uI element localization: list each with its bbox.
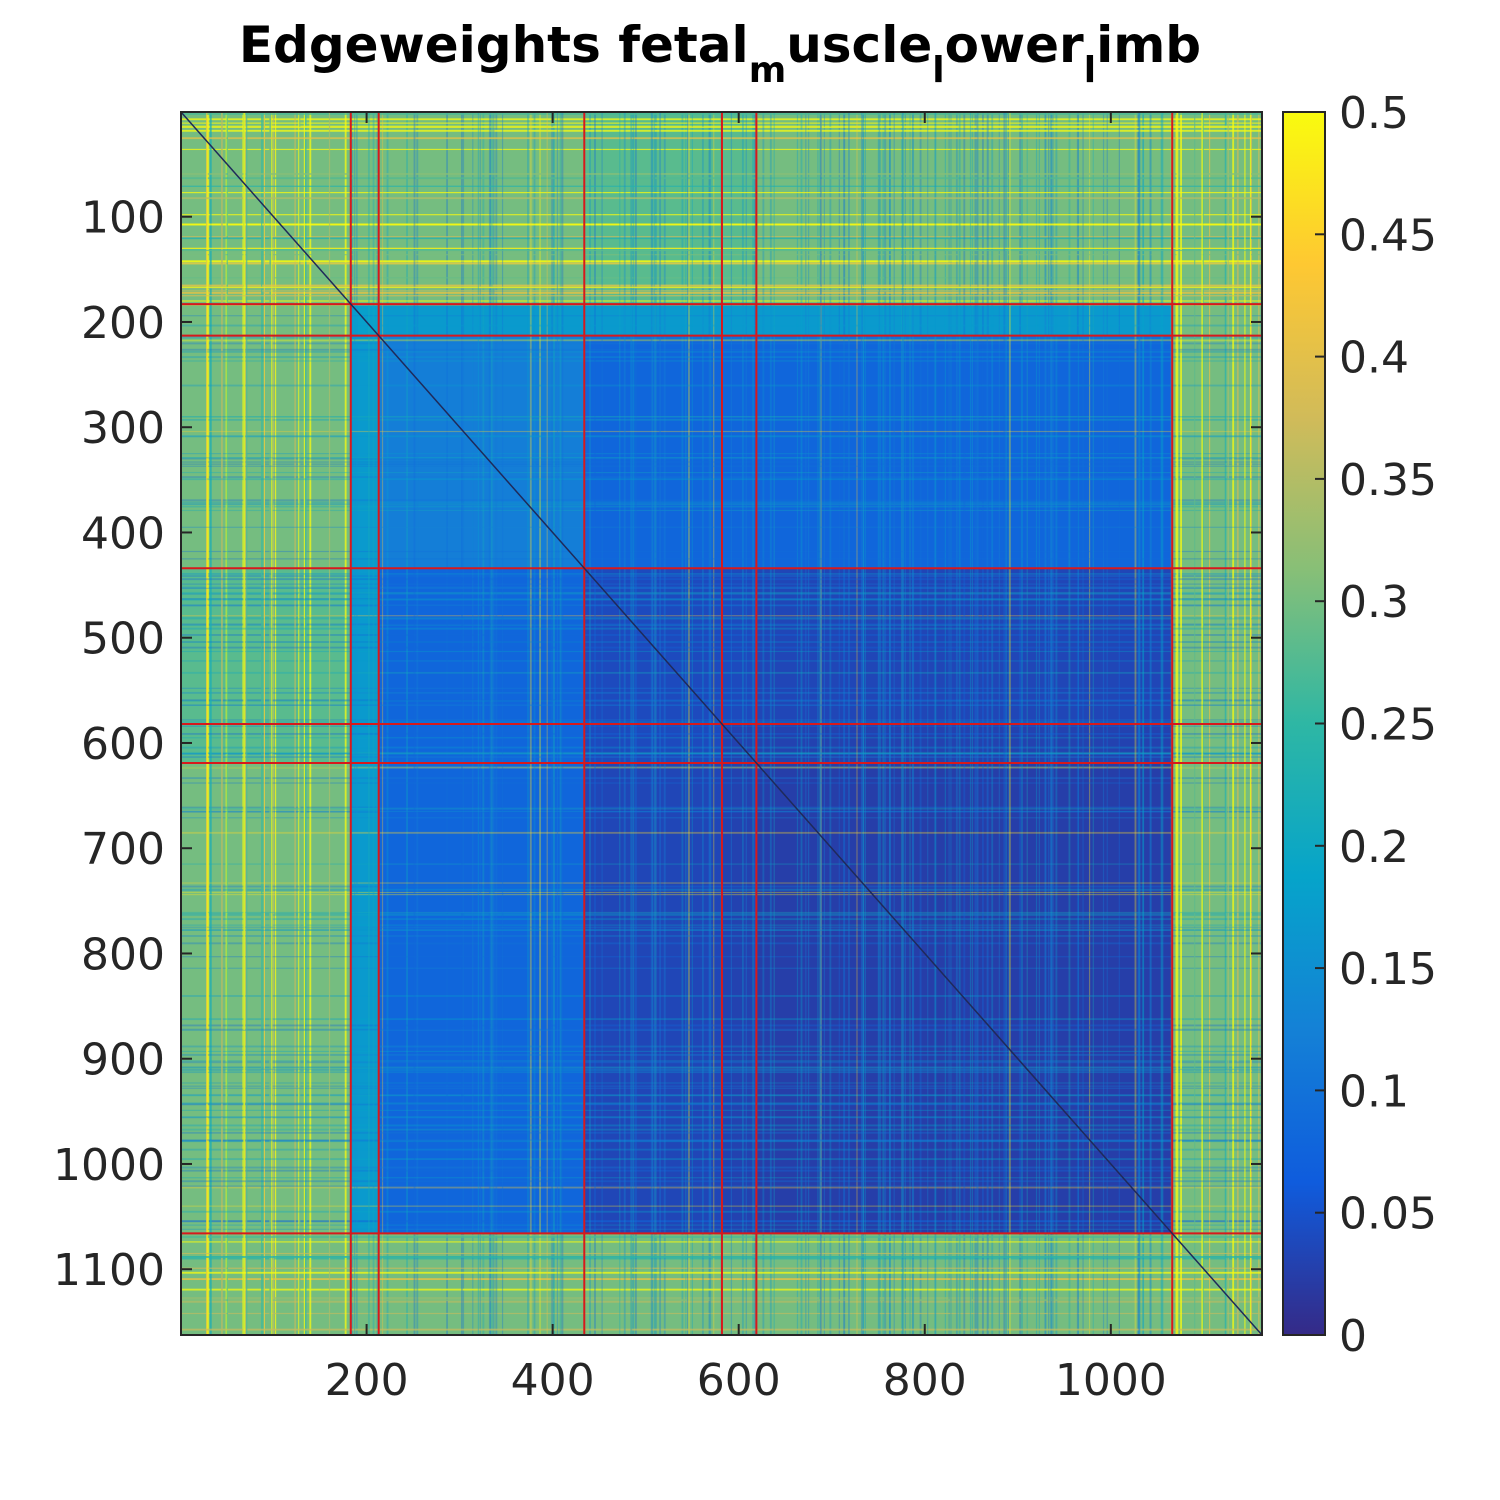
- heatmap-block: [584, 1233, 723, 1335]
- heatmap-block: [378, 112, 585, 305]
- y-axis: 100 200 300 400 500 600 700 800 900 1000 1100: [53, 193, 1262, 1296]
- heatmap-block: [181, 335, 352, 569]
- colorbar-tick-label: 0.25: [1339, 700, 1437, 751]
- heatmap-block: [378, 1233, 585, 1335]
- y-tick-label: 300: [81, 403, 165, 454]
- diagonal-line: [181, 112, 1262, 1335]
- x-tick-label: 800: [883, 1355, 967, 1406]
- heatmap-block: [1172, 568, 1262, 725]
- title-part: imb: [1096, 16, 1201, 74]
- title-part: uscle: [786, 16, 932, 74]
- colorbar-tick-label: 0.4: [1339, 333, 1409, 384]
- chart-title: Edgeweights fetalmusclelowerlimb: [239, 16, 1201, 91]
- heatmap-block: [350, 335, 380, 569]
- y-tick-label: 200: [81, 298, 165, 349]
- x-tick-label: 1000: [1055, 1355, 1167, 1406]
- title-part: l: [932, 50, 944, 91]
- heatmap-block: [584, 335, 723, 569]
- heatmap-block: [181, 304, 352, 337]
- colorbar-tick-label: 0.2: [1339, 822, 1409, 873]
- y-tick-label: 400: [81, 508, 165, 559]
- heatmap-block: [350, 1233, 380, 1335]
- heatmap-block: [756, 112, 1173, 305]
- heatmap-block: [756, 1233, 1173, 1335]
- heatmap-block: [721, 335, 757, 569]
- heatmap-block: [584, 762, 723, 1234]
- colorbar-tick-label: 0.3: [1339, 577, 1409, 628]
- heatmap-block: [1172, 112, 1262, 305]
- heatmap-block: [181, 1233, 352, 1335]
- y-tick-label: 100: [81, 193, 165, 244]
- title-part: Edgeweights fetal: [239, 16, 749, 74]
- heatmap-block: [378, 568, 585, 725]
- heatmap-block: [584, 304, 723, 337]
- heatmap-block: [584, 724, 723, 764]
- heatmap-block: [756, 335, 1173, 569]
- heatmap-block: [350, 112, 380, 305]
- x-tick-label: 400: [511, 1355, 595, 1406]
- y-tick-label: 600: [81, 719, 165, 770]
- heatmap-block: [756, 304, 1173, 337]
- y-tick-label: 1000: [53, 1140, 165, 1191]
- title-part: m: [749, 50, 787, 91]
- heatmap-block: [181, 724, 352, 764]
- title-part: l: [1084, 50, 1096, 91]
- heatmap-block: [721, 568, 757, 725]
- heatmap-block: [181, 568, 352, 725]
- plot-frame: [180, 111, 1263, 1336]
- heatmap-block: [378, 762, 585, 1234]
- colorbar-tick-label: 0.05: [1339, 1189, 1437, 1240]
- colorbar-tick-label: 0: [1339, 1311, 1367, 1362]
- x-axis: 200 400 600 800 1000: [325, 112, 1167, 1406]
- heatmap-block: [1172, 762, 1262, 1234]
- colorbar-tick-label: 0.5: [1339, 88, 1409, 139]
- heatmap-block: [721, 112, 757, 305]
- heatmap-block: [378, 304, 585, 337]
- y-tick-label: 700: [81, 824, 165, 875]
- y-tick-label: 1100: [53, 1245, 165, 1296]
- colorbar-tick-label: 0.1: [1339, 1066, 1409, 1117]
- y-tick-label: 800: [81, 929, 165, 980]
- heatmap-block: [756, 568, 1173, 725]
- y-tick-label: 500: [81, 614, 165, 665]
- cluster-boundaries: [181, 112, 1262, 1335]
- heatmap-block: [584, 112, 723, 305]
- colorbar-tick-label: 0.45: [1339, 210, 1437, 261]
- colorbar-axis: 0 0.05 0.1 0.15 0.2 0.25 0.3 0.35 0.4 0.45 0.5: [1315, 88, 1437, 1362]
- heatmap-block: [1172, 304, 1262, 337]
- heatmap-block: [1172, 724, 1262, 764]
- x-tick-label: 600: [697, 1355, 781, 1406]
- heatmap-block: [350, 568, 380, 725]
- x-tick-label: 200: [325, 1355, 409, 1406]
- heatmap-block: [350, 762, 380, 1234]
- heatmap-block: [378, 724, 585, 764]
- heatmap-block: [350, 724, 380, 764]
- heatmap-block: [1172, 335, 1262, 569]
- colorbar-tick-label: 0.15: [1339, 944, 1437, 995]
- diagonal: [181, 112, 1262, 1335]
- heatmap-block: [756, 724, 1173, 764]
- heatmap-block: [721, 762, 757, 1234]
- title-part: ower: [945, 16, 1084, 74]
- y-tick-label: 900: [81, 1035, 165, 1086]
- colorbar-tick-label: 0.35: [1339, 455, 1437, 506]
- heatmap-block: [721, 1233, 757, 1335]
- heatmap-block: [721, 304, 757, 337]
- heatmap-block: [181, 762, 352, 1234]
